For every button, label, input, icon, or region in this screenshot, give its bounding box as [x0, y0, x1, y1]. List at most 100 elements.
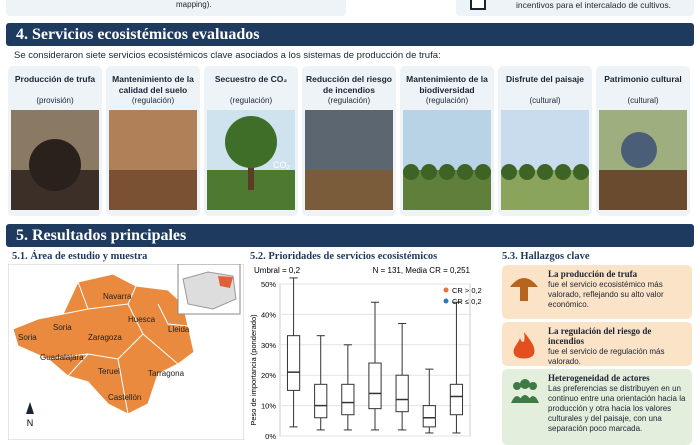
- service-category: (provisión): [36, 96, 74, 105]
- inset-region: [218, 276, 233, 288]
- legend-swatch: [443, 287, 449, 293]
- icon: [511, 379, 539, 403]
- map-label: Guadalajara: [40, 353, 84, 362]
- map-label: Tarragona: [148, 369, 185, 378]
- section-header: 4. Servicios ecosistémicos evaluados: [6, 23, 694, 46]
- crown: [225, 116, 277, 168]
- y-tick-label: 30%: [261, 341, 276, 350]
- service-category: (regulación): [229, 96, 273, 105]
- map: N Navarra Huesca Soria Zaragoza Lleida Soria G…: [8, 264, 244, 440]
- north-arrow: [26, 402, 34, 414]
- region: [12, 273, 195, 415]
- co2-label: CO₂: [273, 160, 291, 170]
- finding-title: La regulación del riesgo de incendios: [548, 326, 652, 346]
- box: [422, 405, 436, 428]
- tree: [519, 164, 535, 180]
- legend-label: CR ≤ 0,2: [452, 297, 482, 306]
- service-name: Secuestro de CO₂: [214, 74, 288, 84]
- service-category: (regulación): [425, 96, 469, 105]
- image-ground: [599, 170, 687, 210]
- service-image: CO₂: [207, 110, 295, 210]
- image-ground: [109, 170, 197, 210]
- y-tick-label: 0%: [265, 432, 276, 441]
- tree: [403, 164, 419, 180]
- boxplot: Umbral = 0,2 N = 131, Media CR = 0,251 P…: [249, 266, 482, 441]
- finding-text: fue el servicio ecosistémico más valorad…: [548, 280, 664, 309]
- tree: [421, 164, 437, 180]
- map-label: Navarra: [103, 292, 132, 301]
- service-card: Mantenimiento de la calidad del suelo (re…: [106, 66, 200, 216]
- map-label: Soria: [18, 333, 37, 342]
- service-card: Producción de trufa (provisión): [8, 66, 102, 216]
- tree: [501, 164, 517, 180]
- tree: [573, 164, 589, 180]
- tree: [439, 164, 455, 180]
- box: [449, 383, 464, 416]
- finding: La producción de trufa fue el servicio ec…: [502, 265, 692, 319]
- icon: [510, 278, 538, 301]
- service-name: Producción de trufa: [14, 74, 96, 84]
- service-name: Disfrute del paisaje: [506, 74, 584, 84]
- service-image: [305, 110, 393, 210]
- service-name: Patrimonio cultural: [604, 74, 682, 84]
- service-category: (cultural): [529, 96, 561, 105]
- finding: La regulación del riesgo de incendios fue…: [502, 322, 692, 366]
- prev-text: mapping).: [176, 0, 212, 9]
- map-label: Teruel: [98, 367, 120, 376]
- tree: [537, 164, 553, 180]
- box: [368, 362, 382, 410]
- y-tick-label: 40%: [261, 310, 276, 319]
- y-tick-label: 50%: [261, 280, 276, 289]
- service-category: (regulación): [131, 96, 175, 105]
- tree: [457, 164, 473, 180]
- finding: Heterogeneidad de actores Las preferencia…: [502, 369, 692, 445]
- service-image: [599, 110, 687, 210]
- service-card: Secuestro de CO₂ (regulación) CO₂: [204, 66, 298, 216]
- prev-text: incentivos para el intercalado de cultiv…: [516, 0, 671, 10]
- service-card: Reducción del riesgo de incendios (regula…: [302, 66, 396, 216]
- image-ground: [305, 170, 393, 210]
- service-card: Disfrute del paisaje (cultural): [498, 66, 592, 216]
- finding-text: fue el servicio de regulación más valora…: [548, 347, 665, 366]
- service-card: Patrimonio cultural (cultural): [596, 66, 690, 216]
- prev-box: mapping).: [6, 0, 346, 16]
- person: [621, 132, 657, 168]
- subheading: 5.1. Área de estudio y muestra: [12, 251, 148, 262]
- legend-label: CR > 0,2: [452, 286, 482, 295]
- summary: N = 131, Media CR = 0,251: [373, 266, 471, 275]
- map-label: Lleida: [168, 325, 190, 334]
- subheading: 5.3. Hallazgos clave: [502, 251, 590, 262]
- tree: [555, 164, 571, 180]
- tree: [475, 164, 491, 180]
- section-header: 5. Resultados principales: [6, 224, 694, 247]
- y-axis-title: Peso de importancia (ponderado): [249, 314, 258, 426]
- truffle: [29, 139, 81, 191]
- box: [341, 383, 355, 416]
- finding-title: La producción de trufa: [548, 269, 638, 279]
- box: [314, 383, 328, 419]
- box: [395, 374, 409, 413]
- prev-box: incentivos para el intercalado de cultiv…: [456, 0, 694, 16]
- box: [286, 335, 301, 391]
- service-image: [403, 110, 491, 210]
- icon: [513, 332, 535, 359]
- service-image: [501, 110, 589, 210]
- icon: [470, 0, 486, 10]
- trunk: [248, 155, 254, 190]
- y-tick-label: 10%: [261, 402, 276, 411]
- finding-title: Heterogeneidad de actores: [548, 373, 650, 383]
- legend-swatch: [443, 298, 449, 304]
- service-name: Mantenimiento de la calidad del suelo: [112, 74, 194, 95]
- map-label: Castellón: [108, 393, 141, 402]
- border: [47, 281, 189, 415]
- map-label: Zaragoza: [88, 333, 122, 342]
- service-name: Reducción del riesgo de incendios: [306, 74, 392, 95]
- map-label: Huesca: [128, 315, 156, 324]
- service-category: (cultural): [627, 96, 659, 105]
- map-label: Soria: [53, 323, 72, 332]
- service-image: [11, 110, 99, 210]
- intro: Se consideraron siete servicios ecosisté…: [14, 50, 441, 61]
- service-category: (regulación): [327, 96, 371, 105]
- finding-text: Las preferencias se distribuyen en un co…: [548, 384, 686, 433]
